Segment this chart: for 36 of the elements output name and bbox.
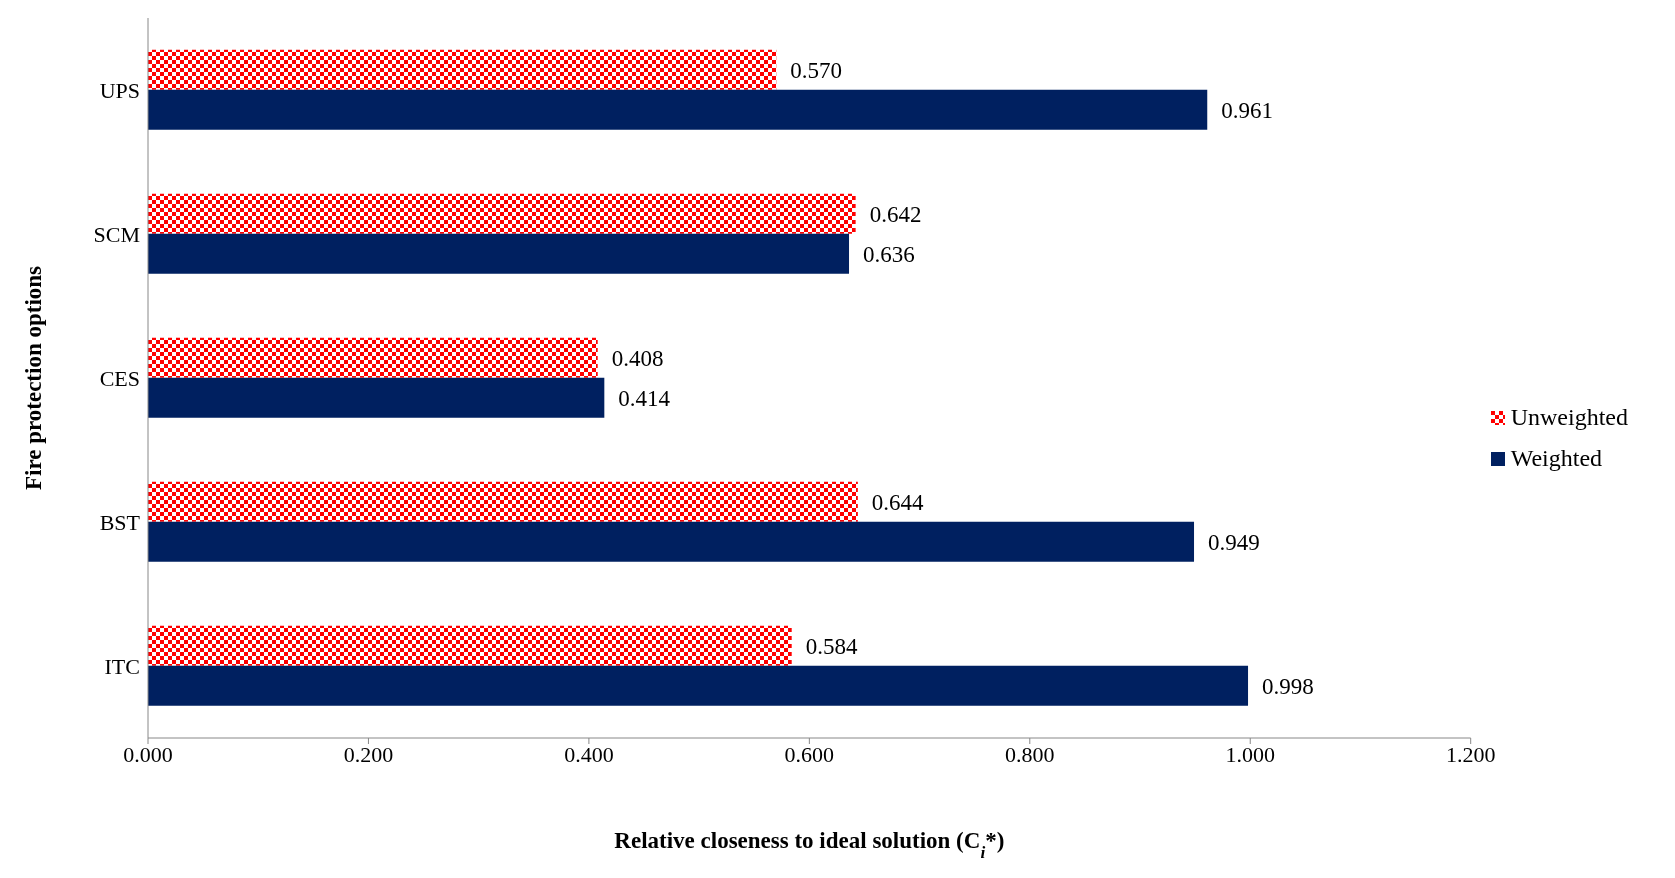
y-tick-label: SCM [93,221,140,247]
legend-label: Weighted [1510,445,1603,472]
x-tick-label: 1.200 [1445,741,1496,767]
data-label: 0.408 [611,345,664,371]
bar [148,481,858,522]
x-tick-label: 0.200 [343,741,394,767]
legend-label: Unweighted [1510,404,1628,431]
bar [148,377,605,418]
y-tick-label: ITC [104,653,140,679]
x-tick-label: 0.800 [1005,741,1055,767]
bar [148,337,598,378]
data-label: 0.570 [790,57,843,83]
data-label: 0.636 [863,241,915,267]
data-label: 0.998 [1262,673,1314,699]
bar [148,233,850,274]
bar [148,193,856,234]
y-tick-label: BST [99,509,141,535]
data-label: 0.644 [871,489,925,515]
x-tick-label: 0.600 [784,741,835,767]
bar [148,89,1208,130]
x-tick-label: 0.000 [123,741,173,767]
bar [148,521,1195,562]
x-axis-title: Relative closeness to ideal solution (C$_{i}$*) [614,828,1005,862]
bar [148,625,792,666]
bar [148,49,777,90]
data-label: 0.414 [618,385,671,411]
data-label: 0.949 [1208,529,1260,555]
y-axis-title: Fire protection options [21,265,47,491]
bar [148,665,1249,706]
data-label: 0.642 [869,201,922,227]
y-tick-label: UPS [99,77,140,103]
data-label: 0.584 [805,633,858,659]
data-label: 0.961 [1221,97,1273,123]
x-tick-label: 0.400 [564,741,614,767]
y-tick-label: CES [99,365,140,391]
x-tick-label: 1.000 [1225,741,1275,767]
